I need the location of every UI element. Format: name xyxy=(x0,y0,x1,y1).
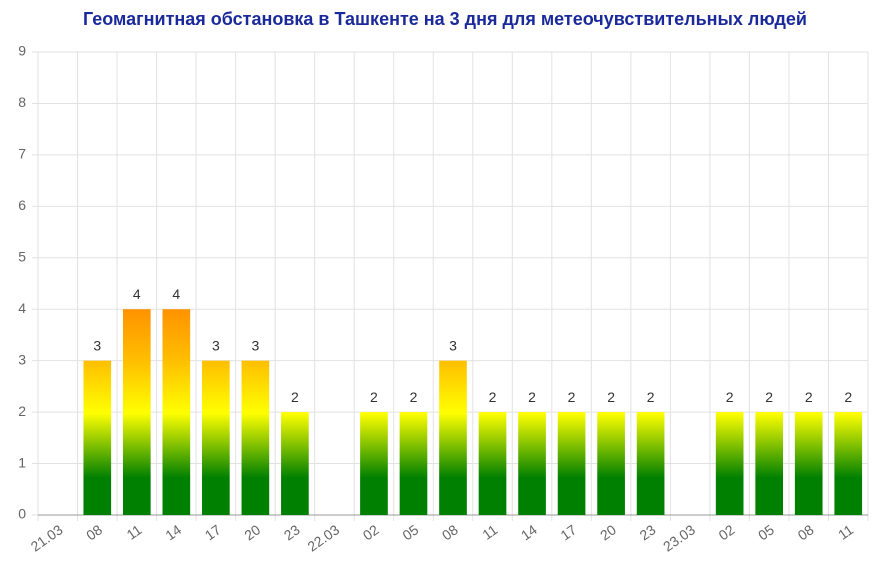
x-tick-label: 08 xyxy=(439,521,461,543)
bar xyxy=(715,412,744,515)
y-tick-label: 5 xyxy=(18,248,26,264)
value-label: 3 xyxy=(93,337,101,353)
bar xyxy=(597,412,625,515)
x-tick-label: 21.03 xyxy=(28,521,66,554)
x-tick-label: 11 xyxy=(835,521,856,543)
bar xyxy=(478,412,507,515)
bar xyxy=(360,412,388,515)
bar xyxy=(834,412,863,515)
x-tick-label: 20 xyxy=(241,521,263,543)
value-label: 2 xyxy=(370,389,378,405)
value-label: 4 xyxy=(133,286,141,302)
value-label: 4 xyxy=(172,286,180,302)
y-tick-label: 7 xyxy=(18,146,26,162)
bar xyxy=(557,412,586,515)
x-tick-label: 08 xyxy=(83,521,105,543)
x-tick-label: 11 xyxy=(479,521,500,543)
x-tick-label: 11 xyxy=(124,521,145,543)
y-tick-label: 4 xyxy=(18,300,26,316)
x-tick-label: 17 xyxy=(557,521,579,543)
bar xyxy=(122,309,151,515)
value-label: 2 xyxy=(726,389,734,405)
y-tick-label: 0 xyxy=(18,506,26,522)
x-tick-label: 02 xyxy=(360,521,382,543)
y-tick-label: 9 xyxy=(18,43,26,59)
x-tick-label: 20 xyxy=(597,521,619,543)
bar xyxy=(241,360,270,515)
bar xyxy=(518,412,546,515)
y-tick-label: 2 xyxy=(18,403,26,419)
value-label: 2 xyxy=(528,389,536,405)
value-label: 2 xyxy=(844,389,852,405)
value-label: 2 xyxy=(607,389,615,405)
bar xyxy=(755,412,784,515)
y-tick-label: 3 xyxy=(18,351,26,367)
value-label: 2 xyxy=(805,389,813,405)
bar xyxy=(202,360,230,515)
chart-title: Геомагнитная обстановка в Ташкенте на 3 … xyxy=(83,9,807,29)
x-tick-label: 22.03 xyxy=(304,521,342,554)
x-tick-label: 02 xyxy=(716,521,738,543)
x-tick-label: 05 xyxy=(755,521,777,543)
bar xyxy=(83,360,112,515)
x-tick-label: 23 xyxy=(637,521,659,543)
x-tick-label: 14 xyxy=(162,521,184,543)
bar xyxy=(281,412,309,515)
x-tick-label: 14 xyxy=(518,521,540,543)
value-label: 2 xyxy=(647,389,655,405)
value-label: 3 xyxy=(449,337,457,353)
x-tick-label: 23.03 xyxy=(660,521,698,554)
bar xyxy=(794,412,823,515)
bar xyxy=(439,360,467,515)
bar xyxy=(162,309,191,515)
value-label: 3 xyxy=(212,337,220,353)
y-tick-label: 6 xyxy=(18,197,26,213)
value-label: 2 xyxy=(410,389,418,405)
value-label: 2 xyxy=(568,389,576,405)
x-tick-label: 23 xyxy=(281,521,303,543)
x-tick-label: 17 xyxy=(202,521,224,543)
bar xyxy=(636,412,665,515)
x-tick-label: 05 xyxy=(399,521,421,543)
bar xyxy=(399,412,428,515)
x-tick-label: 08 xyxy=(795,521,817,543)
y-tick-label: 1 xyxy=(18,454,26,470)
value-label: 3 xyxy=(251,337,259,353)
value-label: 2 xyxy=(765,389,773,405)
value-label: 2 xyxy=(291,389,299,405)
value-label: 2 xyxy=(489,389,497,405)
y-tick-label: 8 xyxy=(18,94,26,110)
